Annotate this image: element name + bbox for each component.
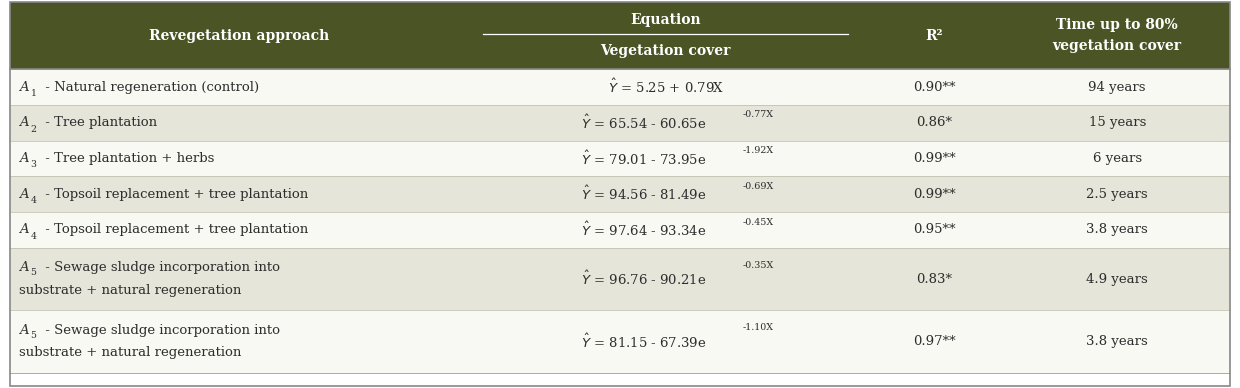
Text: 6 years: 6 years xyxy=(1092,152,1142,165)
Bar xyxy=(10,2,1230,69)
Text: -0.69X: -0.69X xyxy=(743,182,774,191)
Text: A: A xyxy=(19,324,29,337)
Text: Revegetation approach: Revegetation approach xyxy=(149,29,329,43)
Text: 0.90**: 0.90** xyxy=(913,81,956,94)
Text: - Sewage sludge incorporation into: - Sewage sludge incorporation into xyxy=(41,261,280,274)
Text: 4: 4 xyxy=(30,232,36,241)
Text: $\hat{Y}$ = 79.01 - 73.95e: $\hat{Y}$ = 79.01 - 73.95e xyxy=(580,149,707,168)
Text: vegetation cover: vegetation cover xyxy=(1053,39,1182,53)
Text: A: A xyxy=(19,81,29,94)
Text: R²: R² xyxy=(925,29,942,43)
Text: 0.86*: 0.86* xyxy=(916,116,952,129)
Text: 2.5 years: 2.5 years xyxy=(1086,188,1148,201)
Text: 5: 5 xyxy=(30,268,36,277)
Text: Equation: Equation xyxy=(630,13,701,27)
Text: 4.9 years: 4.9 years xyxy=(1086,273,1148,286)
Text: Time up to 80%: Time up to 80% xyxy=(1056,19,1178,33)
Text: 3: 3 xyxy=(30,160,36,170)
Text: -0.45X: -0.45X xyxy=(743,218,774,227)
Text: 94 years: 94 years xyxy=(1089,81,1146,94)
Text: A: A xyxy=(19,261,29,274)
Text: 0.97**: 0.97** xyxy=(913,335,956,348)
Text: 3.8 years: 3.8 years xyxy=(1086,335,1148,348)
Text: 0.83*: 0.83* xyxy=(916,273,952,286)
Text: A: A xyxy=(19,116,29,129)
Text: - Tree plantation: - Tree plantation xyxy=(41,116,157,129)
Text: -0.77X: -0.77X xyxy=(743,111,774,120)
Bar xyxy=(10,310,1230,373)
Text: $\hat{Y}$ = 5.25 + 0.79X: $\hat{Y}$ = 5.25 + 0.79X xyxy=(608,78,724,96)
Text: substrate + natural regeneration: substrate + natural regeneration xyxy=(19,284,241,297)
Text: A: A xyxy=(19,152,29,165)
Text: $\hat{Y}$ = 94.56 - 81.49e: $\hat{Y}$ = 94.56 - 81.49e xyxy=(580,185,707,203)
Text: 0.99**: 0.99** xyxy=(913,188,956,201)
Text: -0.35X: -0.35X xyxy=(743,261,774,270)
Text: $\hat{Y}$ = 65.54 - 60.65e: $\hat{Y}$ = 65.54 - 60.65e xyxy=(580,114,707,132)
Bar xyxy=(10,69,1230,105)
Text: $\hat{Y}$ = 96.76 - 90.21e: $\hat{Y}$ = 96.76 - 90.21e xyxy=(580,270,706,288)
Text: 2: 2 xyxy=(30,125,36,134)
Bar xyxy=(10,212,1230,248)
Text: $\hat{Y}$ = 97.64 - 93.34e: $\hat{Y}$ = 97.64 - 93.34e xyxy=(580,221,707,239)
Text: 0.99**: 0.99** xyxy=(913,152,956,165)
Text: 15 years: 15 years xyxy=(1089,116,1146,129)
Text: -1.92X: -1.92X xyxy=(743,146,774,155)
Text: - Topsoil replacement + tree plantation: - Topsoil replacement + tree plantation xyxy=(41,223,309,236)
Text: 3.8 years: 3.8 years xyxy=(1086,223,1148,236)
Text: 5: 5 xyxy=(30,331,36,340)
Text: substrate + natural regeneration: substrate + natural regeneration xyxy=(19,346,241,359)
Text: -1.10X: -1.10X xyxy=(743,324,774,333)
Bar xyxy=(10,140,1230,176)
Text: A: A xyxy=(19,188,29,201)
Text: - Tree plantation + herbs: - Tree plantation + herbs xyxy=(41,152,215,165)
Text: Vegetation cover: Vegetation cover xyxy=(600,44,730,58)
Text: 4: 4 xyxy=(30,196,36,205)
Bar xyxy=(10,176,1230,212)
Bar xyxy=(10,105,1230,140)
Text: - Natural regeneration (control): - Natural regeneration (control) xyxy=(41,81,259,94)
Text: - Topsoil replacement + tree plantation: - Topsoil replacement + tree plantation xyxy=(41,188,309,201)
Text: - Sewage sludge incorporation into: - Sewage sludge incorporation into xyxy=(41,324,280,337)
Text: 0.95**: 0.95** xyxy=(913,223,956,236)
Text: $\hat{Y}$ = 81.15 - 67.39e: $\hat{Y}$ = 81.15 - 67.39e xyxy=(580,333,707,351)
Text: 1: 1 xyxy=(30,89,36,98)
Bar xyxy=(10,248,1230,310)
Text: A: A xyxy=(19,223,29,236)
